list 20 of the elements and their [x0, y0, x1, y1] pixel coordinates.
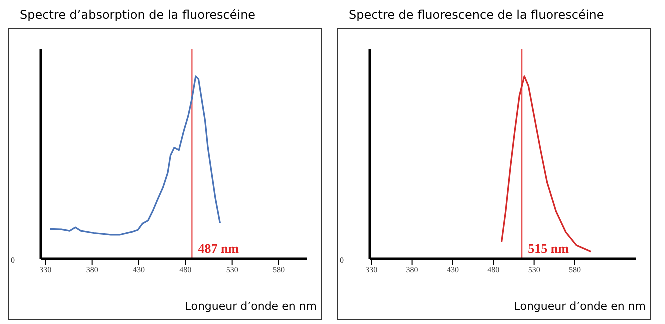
x-tick-label: 530	[226, 266, 238, 275]
x-tick-label: 530	[528, 266, 540, 275]
x-tick-label: 430	[133, 266, 145, 275]
x-tick-label: 380	[406, 266, 418, 275]
x-tick-label: 480	[488, 266, 500, 275]
ref-line-label: 487 nm	[198, 241, 240, 256]
x-tick-label: 430	[446, 266, 459, 275]
x-tick-label: 580	[568, 266, 581, 275]
ref-line-label: 515 nm	[528, 241, 570, 256]
chart-title: Spectre d’absorption de la fluorescéine	[19, 8, 257, 24]
x-tick-label: 580	[273, 266, 285, 275]
chart-title: Spectre de fluorescence de la fluorescéine	[348, 8, 606, 24]
x-tick-label: 330	[40, 266, 52, 275]
x-tick-label: 330	[366, 266, 378, 275]
text: 0	[340, 256, 344, 265]
x-axis-title: Longueur d’onde en nm	[185, 300, 317, 313]
x-tick-label: 380	[86, 266, 98, 275]
x-tick-label: 480	[180, 266, 192, 275]
x-axis-title: Longueur d’onde en nm	[514, 300, 646, 313]
text: 0	[11, 256, 15, 265]
